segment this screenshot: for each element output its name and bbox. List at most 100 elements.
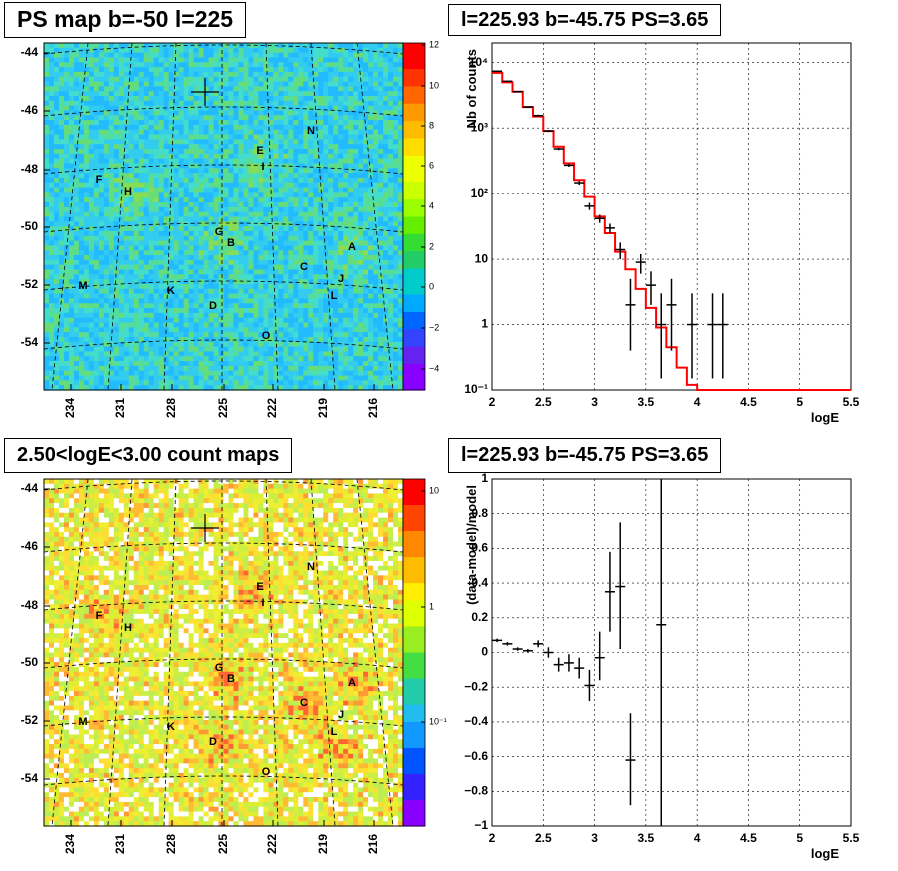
map-cell xyxy=(198,245,205,251)
map-cell xyxy=(228,303,235,309)
map-cell xyxy=(68,67,75,73)
map-cell xyxy=(233,312,240,319)
map-cell xyxy=(263,332,269,338)
map-cell xyxy=(158,192,165,198)
map-cell xyxy=(278,336,284,343)
map-cell xyxy=(143,288,150,295)
map-cell xyxy=(123,129,130,136)
map-cell xyxy=(238,255,245,261)
map-cell xyxy=(233,206,240,213)
map-cell xyxy=(283,211,289,218)
map-cell xyxy=(213,105,220,112)
map-cell xyxy=(218,283,225,290)
map-cell xyxy=(328,67,334,73)
map-cell xyxy=(128,336,135,343)
map-cell xyxy=(238,100,245,107)
map-cell xyxy=(103,71,110,78)
map-cell xyxy=(358,255,364,261)
map-cell xyxy=(213,298,220,304)
map-cell xyxy=(313,177,319,184)
map-cell xyxy=(258,149,264,155)
map-cell xyxy=(398,192,404,198)
map-cell xyxy=(143,105,150,112)
map-cell xyxy=(178,226,185,232)
map-cell xyxy=(158,57,165,63)
map-cell xyxy=(44,76,50,83)
map-cell xyxy=(44,115,50,121)
map-cell xyxy=(128,322,135,328)
map-cell xyxy=(58,105,65,112)
map-cell xyxy=(203,173,210,179)
map-cell xyxy=(248,264,255,271)
map-cell xyxy=(188,202,195,208)
map-cell xyxy=(373,322,379,328)
map-cell xyxy=(178,158,185,165)
map-cell xyxy=(343,259,349,266)
map-cell xyxy=(368,76,374,83)
map-cell xyxy=(143,250,150,256)
map-cell xyxy=(68,288,75,295)
map-cell xyxy=(298,235,304,242)
map-cell xyxy=(178,293,185,300)
map-cell xyxy=(358,211,364,218)
map-cell xyxy=(368,158,374,165)
map-cell xyxy=(208,370,215,377)
map-cell xyxy=(383,283,389,290)
map-cell xyxy=(93,47,100,54)
map-cell xyxy=(143,202,150,208)
map-cell xyxy=(143,163,150,169)
map-cell xyxy=(208,81,215,87)
map-cell xyxy=(93,187,100,193)
map-cell xyxy=(88,129,95,136)
map-cell xyxy=(258,86,264,92)
map-cell xyxy=(338,361,344,367)
map-cell xyxy=(128,283,135,290)
map-cell xyxy=(318,144,324,150)
map-cell xyxy=(348,129,354,136)
map-cell xyxy=(283,52,289,59)
map-cell xyxy=(183,81,190,87)
map-cell xyxy=(188,206,195,213)
map-cell xyxy=(298,173,304,179)
map-cell xyxy=(373,187,379,193)
map-cell xyxy=(313,279,319,285)
map-cell xyxy=(233,255,240,261)
map-cell xyxy=(138,226,145,232)
map-cell xyxy=(348,332,354,338)
map-cell xyxy=(253,351,260,357)
map-cell xyxy=(44,361,50,367)
map-cell xyxy=(228,129,235,136)
map-cell xyxy=(373,105,379,112)
map-cell xyxy=(44,375,50,381)
map-cell xyxy=(223,279,230,285)
map-cell xyxy=(168,240,175,247)
map-cell xyxy=(313,163,319,169)
map-cell xyxy=(243,365,250,372)
map-cell xyxy=(153,43,160,49)
map-cell xyxy=(248,163,255,169)
map-cell xyxy=(398,365,404,372)
map-cell xyxy=(148,356,155,362)
map-cell xyxy=(138,336,145,343)
map-cell xyxy=(78,240,85,247)
map-cell xyxy=(143,57,150,63)
map-cell xyxy=(353,259,359,266)
map-cell xyxy=(118,308,125,314)
map-cell xyxy=(208,86,215,92)
map-cell xyxy=(133,153,140,160)
map-cell xyxy=(228,163,235,169)
map-cell xyxy=(168,356,175,362)
map-cell xyxy=(113,177,120,184)
map-cell xyxy=(303,153,309,160)
map-cell xyxy=(328,259,334,266)
map-cell xyxy=(243,298,250,304)
map-cell xyxy=(383,370,389,377)
map-cell xyxy=(238,124,245,131)
map-cell xyxy=(153,57,160,63)
map-cell xyxy=(168,163,175,169)
map-cell xyxy=(258,124,264,131)
map-cell xyxy=(228,370,235,377)
map-cell xyxy=(193,221,200,227)
map-cell xyxy=(203,129,210,136)
map-cell xyxy=(88,211,95,218)
